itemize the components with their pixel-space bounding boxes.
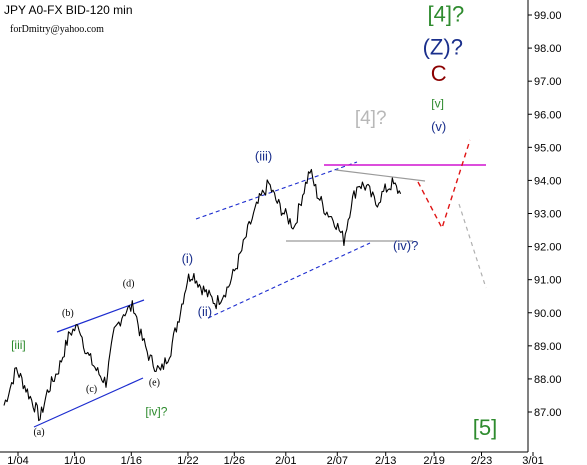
wave-label: (i) — [182, 251, 194, 266]
wave-label: [4]? — [355, 108, 387, 129]
y-tick-label: 99.00 — [534, 10, 562, 22]
x-tick-label: 1/04 — [7, 455, 28, 465]
y-tick-label: 92.00 — [534, 242, 562, 254]
y-tick-label: 90.00 — [534, 308, 562, 320]
x-axis-ticks: 1/04 1/10 1/16 1/22 1/26 2/01 2/07 2/13 2/19 2/23… — [7, 452, 544, 465]
wave-label: (v) — [431, 119, 446, 134]
y-tick-label: 94.00 — [534, 175, 562, 187]
wave-label: (Z)? — [423, 35, 463, 60]
wave-label: (c) — [86, 384, 97, 395]
projected-path-grey — [458, 203, 487, 289]
x-tick-label: 2/13 — [375, 455, 396, 465]
y-tick-label: 87.00 — [534, 407, 562, 419]
y-tick-label: 95.00 — [534, 142, 562, 154]
wave-label: [5] — [473, 415, 497, 440]
x-tick-label: 2/23 — [471, 455, 492, 465]
wave-label: (d) — [123, 278, 135, 289]
wave-label: C — [431, 61, 447, 86]
wave-label: (e) — [149, 378, 160, 389]
chart-title: JPY A0-FX BID-120 min — [4, 3, 133, 17]
x-tick-label: 3/01 — [522, 455, 543, 465]
x-tick-label: 2/19 — [423, 455, 444, 465]
x-tick-label: 1/10 — [64, 455, 85, 465]
y-tick-label: 89.00 — [534, 341, 562, 353]
wave-label: [4]? — [428, 2, 465, 27]
x-tick-label: 2/07 — [327, 455, 348, 465]
dashed-channel-lower — [207, 242, 371, 319]
triangle-upper-line — [335, 169, 426, 182]
x-tick-label: 1/22 — [177, 455, 198, 465]
dashed-channel-upper — [195, 161, 358, 220]
y-tick-label: 93.00 — [534, 209, 562, 221]
wave-label: (iv)? — [393, 238, 418, 253]
y-axis-ticks: 87.00 88.00 89.00 90.00 91.00 92.00 93.00 94.00… — [528, 10, 562, 419]
wave-label: (b) — [62, 308, 74, 319]
wave-label: [v] — [431, 97, 444, 111]
y-tick-label: 98.00 — [534, 43, 562, 55]
x-tick-label: 1/26 — [224, 455, 245, 465]
wave-label: [iv]? — [145, 404, 167, 418]
wave-labels: [iii] (a) (b) (c) (d) (e) [iv]? (i) (ii) (iii) (iv… — [11, 2, 497, 441]
y-tick-label: 88.00 — [534, 374, 562, 386]
y-tick-label: 91.00 — [534, 275, 562, 287]
wave-overlays — [33, 139, 487, 428]
wave-label: (a) — [33, 427, 44, 438]
author-label: forDmitry@yahoo.com — [10, 24, 104, 35]
x-tick-label: 1/16 — [121, 455, 142, 465]
wave-label: [iii] — [11, 338, 26, 352]
wave-label: (ii) — [198, 304, 212, 319]
x-tick-label: 2/01 — [275, 455, 296, 465]
y-tick-label: 97.00 — [534, 76, 562, 88]
channel-line-lower — [33, 377, 144, 428]
wave-label: (iii) — [255, 149, 272, 164]
price-series-line — [3, 168, 402, 422]
y-tick-label: 96.00 — [534, 109, 562, 121]
